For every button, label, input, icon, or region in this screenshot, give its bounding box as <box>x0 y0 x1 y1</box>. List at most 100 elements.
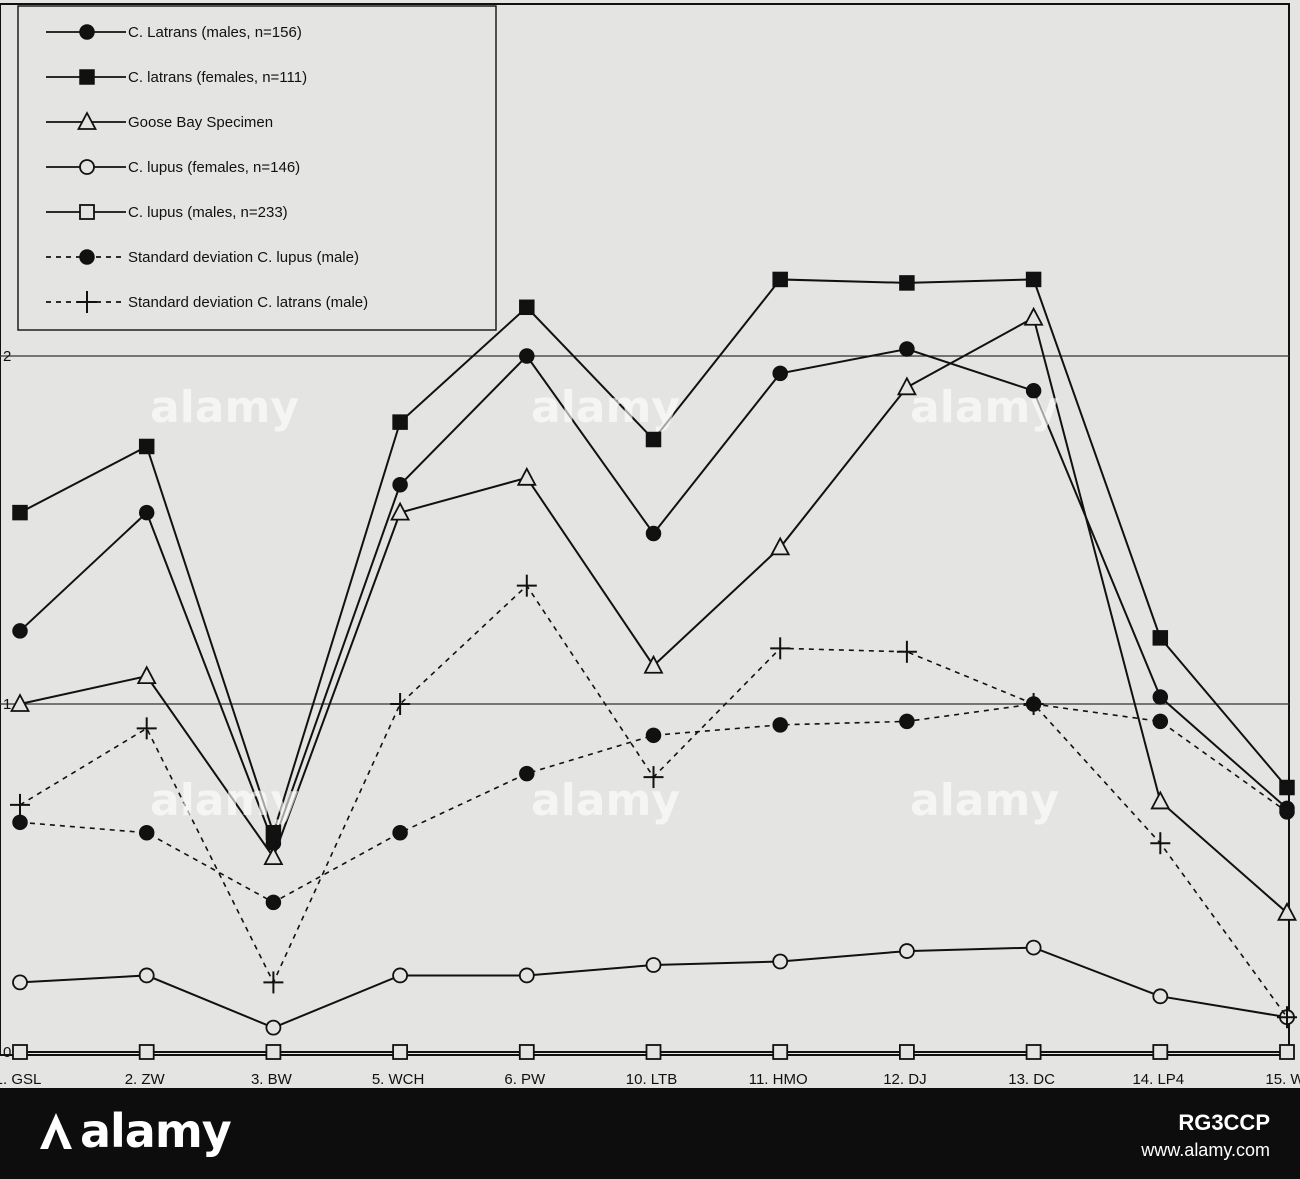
point-marker <box>265 1044 282 1060</box>
x-tick-label: 12. DJ <box>883 1071 926 1088</box>
point-marker <box>1023 306 1044 326</box>
gridlines <box>0 355 1289 705</box>
point-marker <box>1279 779 1295 796</box>
point-marker <box>643 654 664 674</box>
point-marker <box>138 504 155 521</box>
point-marker <box>772 953 789 970</box>
x-tick-label: 11. HMO <box>749 1071 808 1088</box>
point-marker <box>645 957 662 973</box>
point-marker <box>772 271 788 288</box>
watermark-overlay: alamy alamy alamy alamy alamy alamy <box>150 382 1059 826</box>
point-marker <box>516 574 537 597</box>
point-marker <box>138 1044 155 1060</box>
point-marker <box>12 974 28 991</box>
legend-label: Goose Bay Specimen <box>128 114 273 131</box>
point-marker <box>770 637 791 660</box>
watermark-logo-text: alamy <box>910 382 1059 433</box>
point-marker <box>79 159 95 175</box>
series <box>12 271 1295 841</box>
point-marker <box>1150 832 1171 855</box>
point-marker <box>518 967 535 984</box>
point-marker <box>1152 1044 1169 1060</box>
legend-label: C. lupus (females, n=146) <box>128 159 300 176</box>
point-marker <box>392 477 408 493</box>
point-marker <box>899 275 915 291</box>
point-marker <box>136 665 157 685</box>
watermark-logo-text: alamy <box>910 775 1059 826</box>
point-marker <box>392 967 409 984</box>
point-marker <box>645 525 662 542</box>
series-line <box>19 703 1288 904</box>
point-marker <box>518 1044 535 1060</box>
legend-label: C. lupus (males, n=233) <box>128 204 288 221</box>
legend-label: Standard deviation C. latrans (male) <box>128 294 368 311</box>
point-marker <box>136 717 157 740</box>
point-marker <box>392 414 408 430</box>
watermark-logo-text: alamy <box>150 382 299 433</box>
legend-item: C. lupus (females, n=146) <box>46 159 300 176</box>
point-marker <box>138 825 155 841</box>
point-marker <box>138 967 155 984</box>
point-marker <box>1277 901 1297 921</box>
point-marker <box>390 501 411 521</box>
point-marker <box>1025 271 1042 288</box>
point-marker <box>77 291 97 313</box>
image-id: RG3CCP <box>1178 1110 1270 1135</box>
point-marker <box>12 1044 28 1060</box>
point-marker <box>645 727 662 744</box>
point-marker <box>265 1019 282 1036</box>
point-marker <box>1279 1044 1295 1060</box>
point-marker <box>1279 804 1295 820</box>
point-marker <box>643 766 664 789</box>
plot-frame <box>0 3 1290 1056</box>
x-tick-label: 6. PW <box>504 1071 546 1088</box>
point-marker <box>79 249 95 265</box>
axis-ticks: 0 1 2 1. GSL 2. ZW 3. BW 5. WCH 6. PW 10. LTB 11.… <box>0 348 1300 1088</box>
watermark-footer: alamy RG3CCP www.alamy.com <box>0 1088 1300 1179</box>
point-marker <box>77 111 97 130</box>
point-marker <box>772 1044 789 1060</box>
point-marker <box>1152 630 1169 646</box>
point-marker <box>392 1044 409 1060</box>
point-marker <box>138 438 155 455</box>
y-tick-label: 0 <box>3 1044 11 1061</box>
point-marker <box>770 536 791 556</box>
point-marker <box>1025 939 1042 956</box>
x-tick-label: 10. LTB <box>626 1071 677 1088</box>
point-marker <box>12 623 28 639</box>
legend-item: Goose Bay Specimen <box>46 111 273 131</box>
x-tick-label: 1. GSL <box>0 1071 41 1088</box>
point-marker <box>899 1044 915 1060</box>
legend-label: Standard deviation C. lupus (male) <box>128 249 359 266</box>
point-marker <box>1152 988 1169 1005</box>
legend-item: C. Latrans (males, n=156) <box>46 24 302 41</box>
x-tick-label: 2. ZW <box>125 1071 166 1088</box>
legend-label: C. Latrans (males, n=156) <box>128 24 302 41</box>
point-marker <box>1152 713 1169 730</box>
footer-meta: RG3CCP www.alamy.com <box>1141 1110 1270 1161</box>
series-layer <box>10 271 1297 1060</box>
point-marker <box>1277 1006 1297 1029</box>
legend-item: Standard deviation C. lupus (male) <box>46 249 359 266</box>
alamy-a-icon <box>40 1113 72 1149</box>
legend-item: Standard deviation C. latrans (male) <box>46 291 368 313</box>
point-marker <box>1023 693 1044 715</box>
point-marker <box>263 971 284 994</box>
alamy-logo-text: alamy <box>80 1104 232 1158</box>
series <box>10 574 1297 1029</box>
point-marker <box>12 504 28 521</box>
point-marker <box>1025 1044 1042 1060</box>
x-tick-label: 5. WCH <box>372 1071 425 1088</box>
point-marker <box>519 348 535 364</box>
alamy-logo: alamy <box>36 1104 232 1158</box>
point-marker <box>1150 790 1171 810</box>
y-tick-label: 1 <box>3 696 11 713</box>
point-marker <box>645 1044 662 1060</box>
point-marker <box>392 825 408 841</box>
point-marker <box>899 713 915 730</box>
x-tick-label: 14. LP4 <box>1132 1071 1184 1088</box>
point-marker <box>1152 689 1169 705</box>
point-marker <box>79 69 95 85</box>
x-tick-label: 3. BW <box>251 1071 293 1088</box>
